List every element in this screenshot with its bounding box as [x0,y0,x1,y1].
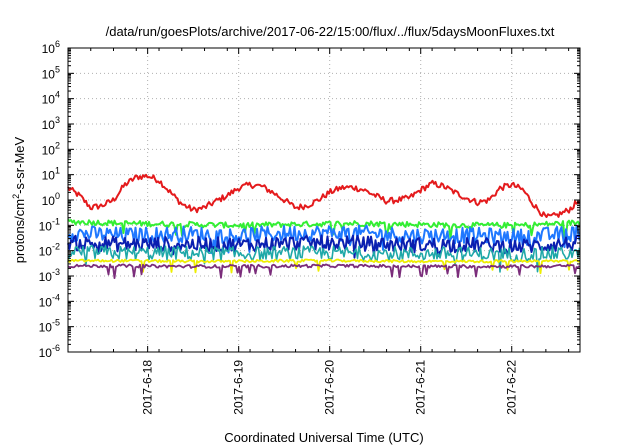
y-tick-label-base: 10 [42,194,56,208]
y-axis-title-pre: protons/cm [12,199,27,263]
chart-title: /data/run/goesPlots/archive/2017-06-22/1… [106,24,555,39]
grid [68,47,580,353]
y-tick-label-exponent: 1 [55,166,60,176]
y-tick-label-base: 10 [42,143,56,157]
y-tick-label: 10-4 [39,292,60,309]
y-tick-label-exponent: -2 [52,242,60,252]
series-line [67,173,581,218]
y-tick-label-base: 10 [39,321,53,335]
y-tick-label-exponent: 3 [55,115,60,125]
y-tick-label-base: 10 [39,346,53,360]
y-tick-label: 103 [42,115,60,132]
x-tick-label: 2017-6-21 [414,360,428,415]
y-tick-label-exponent: -1 [52,216,60,226]
x-tick-label: 2017-6-20 [323,360,337,415]
y-axis: 10-610-510-410-310-210-11001011021031041… [39,39,580,360]
y-tick-label-base: 10 [39,295,53,309]
y-tick-label-base: 10 [42,118,56,132]
y-tick-label: 100 [42,191,60,208]
y-tick-label-exponent: 6 [55,39,60,49]
y-tick-label-base: 10 [42,169,56,183]
x-axis-title: Coordinated Universal Time (UTC) [224,430,423,445]
y-axis-title-post: -s-sr-MeV [12,136,27,193]
y-tick-label: 10-1 [39,216,60,233]
y-tick-label-exponent: -4 [52,292,60,302]
y-tick-label: 10-5 [39,318,60,335]
y-tick-label-exponent: -5 [52,318,60,328]
y-tick-label: 10-6 [39,343,60,360]
y-tick-label-exponent: 0 [55,191,60,201]
y-tick-label: 101 [42,166,60,183]
series-line [67,263,581,280]
series-line [67,218,581,240]
y-tick-label: 10-3 [39,267,60,284]
y-tick-label-base: 10 [39,219,53,233]
y-tick-label-base: 10 [42,67,56,81]
x-tick-label: 2017-6-18 [141,360,155,415]
y-tick-label: 105 [42,64,60,81]
x-tick-label: 2017-6-22 [505,360,519,415]
series-line [67,224,581,255]
series-lines [67,173,581,280]
x-tick-label: 2017-6-19 [232,360,246,415]
y-tick-label-base: 10 [39,270,53,284]
series-line [67,234,580,259]
y-tick-label-base: 10 [42,93,56,107]
y-tick-label: 104 [42,90,60,107]
y-tick-label-base: 10 [42,42,56,56]
series-line [67,244,581,273]
y-axis-title: protons/cm2-s-sr-MeV [11,136,27,263]
y-tick-label-exponent: -3 [52,267,60,277]
y-tick-label-exponent: 4 [55,90,60,100]
series-line [67,258,580,275]
y-tick-label: 106 [42,39,60,56]
y-tick-label-exponent: 5 [55,64,60,74]
y-tick-label-base: 10 [39,245,53,259]
y-tick-label-exponent: 2 [55,140,60,150]
y-axis-title-sup: 2 [11,194,21,199]
y-tick-label-exponent: -6 [52,343,60,353]
y-tick-label: 102 [42,140,60,157]
y-tick-label: 10-2 [39,242,60,259]
x-axis: 2017-6-18 2017-6-19 2017-6-20 2017-6-21 2017… [67,48,570,415]
